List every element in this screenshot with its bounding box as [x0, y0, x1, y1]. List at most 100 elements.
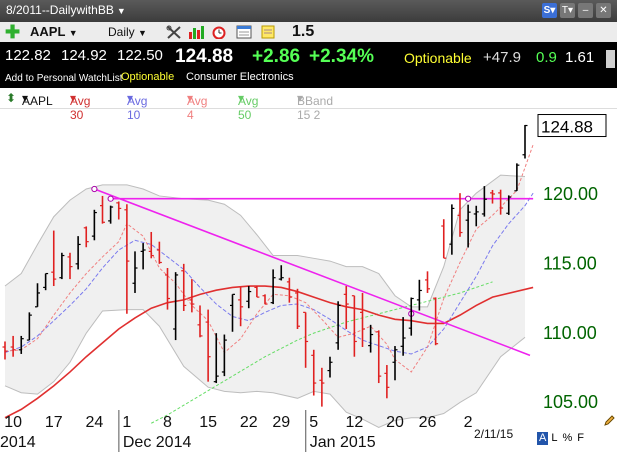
price-chart[interactable]: 105.00 110.00 115.00 120.00 124.88 10 17 24 1 8 15… [0, 108, 617, 455]
legend-avg50[interactable]: Avg 50 ▾ [238, 91, 259, 122]
ohlc-bar [18, 335, 24, 354]
trend-marker [107, 195, 114, 202]
ohlc-bar [205, 309, 211, 382]
date-tick-label: 1 [122, 414, 131, 431]
last-price: 124.88 [175, 46, 234, 67]
ohlc-bar [262, 294, 268, 305]
ohlc-bar [311, 349, 317, 396]
period-dropdown-icon[interactable]: ▼ [138, 28, 147, 38]
legend-avg30[interactable]: Avg 30 ▾ [70, 91, 91, 122]
date-tick-label: 5 [309, 414, 318, 431]
date-tick-label: 10 [4, 414, 22, 431]
trendlines-layer[interactable] [91, 185, 534, 357]
month-label: 2014 [0, 434, 36, 451]
ohlc-bar [124, 204, 130, 314]
calendar-icon[interactable] [236, 25, 252, 39]
ohlc-bar [400, 317, 406, 356]
ohlc-bar [26, 312, 32, 341]
window-controls: S▾ T▾ – ✕ [542, 3, 611, 18]
date-tick-label: 26 [419, 414, 437, 431]
symbol-selector[interactable]: AAPL ▼ [30, 24, 78, 39]
ohlc-bar [351, 295, 357, 357]
ohlc-bar [384, 365, 390, 399]
t-menu-icon[interactable]: T▾ [560, 3, 575, 18]
high-price: 124.92 [61, 47, 107, 64]
ohlc-bar [75, 236, 81, 270]
footer-f-button[interactable]: F [577, 432, 584, 444]
add-watchlist-link[interactable]: Add to Personal WatchList [5, 73, 123, 84]
legend-aapl[interactable]: AAPL ▾ [22, 91, 53, 108]
ohlc-bar [10, 335, 16, 357]
ohlc-bar [433, 297, 439, 346]
add-icon[interactable]: ✚ [5, 22, 21, 42]
date-tick-label: 29 [272, 414, 290, 431]
zoom-level[interactable]: 1.5 [292, 23, 315, 40]
alarm-clock-icon[interactable] [211, 25, 227, 39]
tools-icon[interactable] [166, 25, 182, 39]
down-trendline [94, 188, 531, 357]
legend-drag-icon[interactable]: ⬍ [6, 91, 17, 105]
ohlc-bar [295, 288, 300, 329]
ohlc-bar [2, 341, 8, 360]
current-date-label: 2/11/15 [474, 427, 513, 441]
ohlc-bar [473, 205, 479, 227]
ohlc-bar [213, 333, 219, 384]
date-tick-label: 17 [45, 414, 63, 431]
ohlc-bar [343, 286, 349, 329]
trend-marker [465, 195, 472, 202]
ohlc-bar [91, 209, 97, 241]
footer-percent-button[interactable]: % [562, 432, 573, 444]
legend-avg10[interactable]: Avg 10 ▾ [127, 91, 148, 122]
minimize-icon[interactable]: – [578, 3, 593, 18]
ohlc-bar [173, 272, 179, 341]
ohlc-bar [490, 189, 495, 204]
ohlc-bar [165, 268, 170, 310]
indicators-icon[interactable] [188, 25, 204, 39]
stat-2: 0.9 [536, 49, 557, 66]
price-tick-label: 110.00 [543, 323, 597, 343]
s-menu-icon[interactable]: S▾ [542, 3, 557, 18]
ohlc-bar [148, 231, 154, 259]
ohlc-bar [43, 272, 49, 291]
footer-a-button[interactable]: A [537, 432, 549, 445]
low-price: 122.50 [117, 47, 163, 64]
optionable-label-2: Optionable [121, 71, 175, 83]
ohlc-bar [449, 204, 455, 255]
title-dropdown-icon[interactable]: ▼ [116, 6, 126, 16]
trend-marker [91, 185, 98, 193]
ohlc-bar [100, 195, 105, 224]
last-price-label: 124.88 [541, 118, 593, 137]
pencil-icon[interactable] [603, 414, 616, 427]
ohlc-bar [197, 305, 203, 338]
stat-3: 1.61 [565, 49, 595, 66]
note-icon[interactable] [260, 25, 276, 39]
last-price-box [537, 114, 607, 138]
ohlc-bar [140, 243, 146, 270]
ohlc-bar [425, 271, 430, 293]
ohlc-bar [246, 286, 252, 309]
window-title[interactable]: 8/2011--DailywithBB ▼ [6, 3, 126, 17]
ohlc-bar [465, 204, 471, 248]
legend-bband[interactable]: BBand 15 2 ▾ [297, 91, 334, 122]
ohlc-bar [221, 334, 227, 377]
ohlc-bar [498, 189, 504, 215]
ohlc-bar [376, 330, 382, 384]
footer-l-button[interactable]: L [551, 432, 558, 444]
chart-toolbar: ✚ AAPL ▼ Daily ▼ 1.5 [0, 22, 617, 42]
footer-buttons: A L % F [537, 432, 586, 445]
close-icon[interactable]: ✕ [596, 3, 611, 18]
legend-avg4[interactable]: Avg 4 ▾ [187, 91, 208, 122]
ohlc-bar [51, 230, 57, 287]
panel-side-button[interactable] [606, 50, 615, 68]
date-tick-label: 12 [345, 414, 363, 431]
ohlc-bar [83, 226, 89, 248]
ohlc-bar [335, 301, 341, 350]
symbol-dropdown-icon[interactable]: ▼ [68, 28, 78, 38]
ohlc-bar [254, 286, 260, 298]
date-tick-label: 8 [163, 414, 172, 431]
industry-label[interactable]: Consumer Electronics [186, 71, 294, 83]
price-tick-label: 115.00 [543, 253, 597, 273]
ohlc-bar [506, 195, 512, 215]
period-selector[interactable]: Daily ▼ [108, 25, 147, 39]
ohlc-bars-layer [2, 124, 528, 407]
